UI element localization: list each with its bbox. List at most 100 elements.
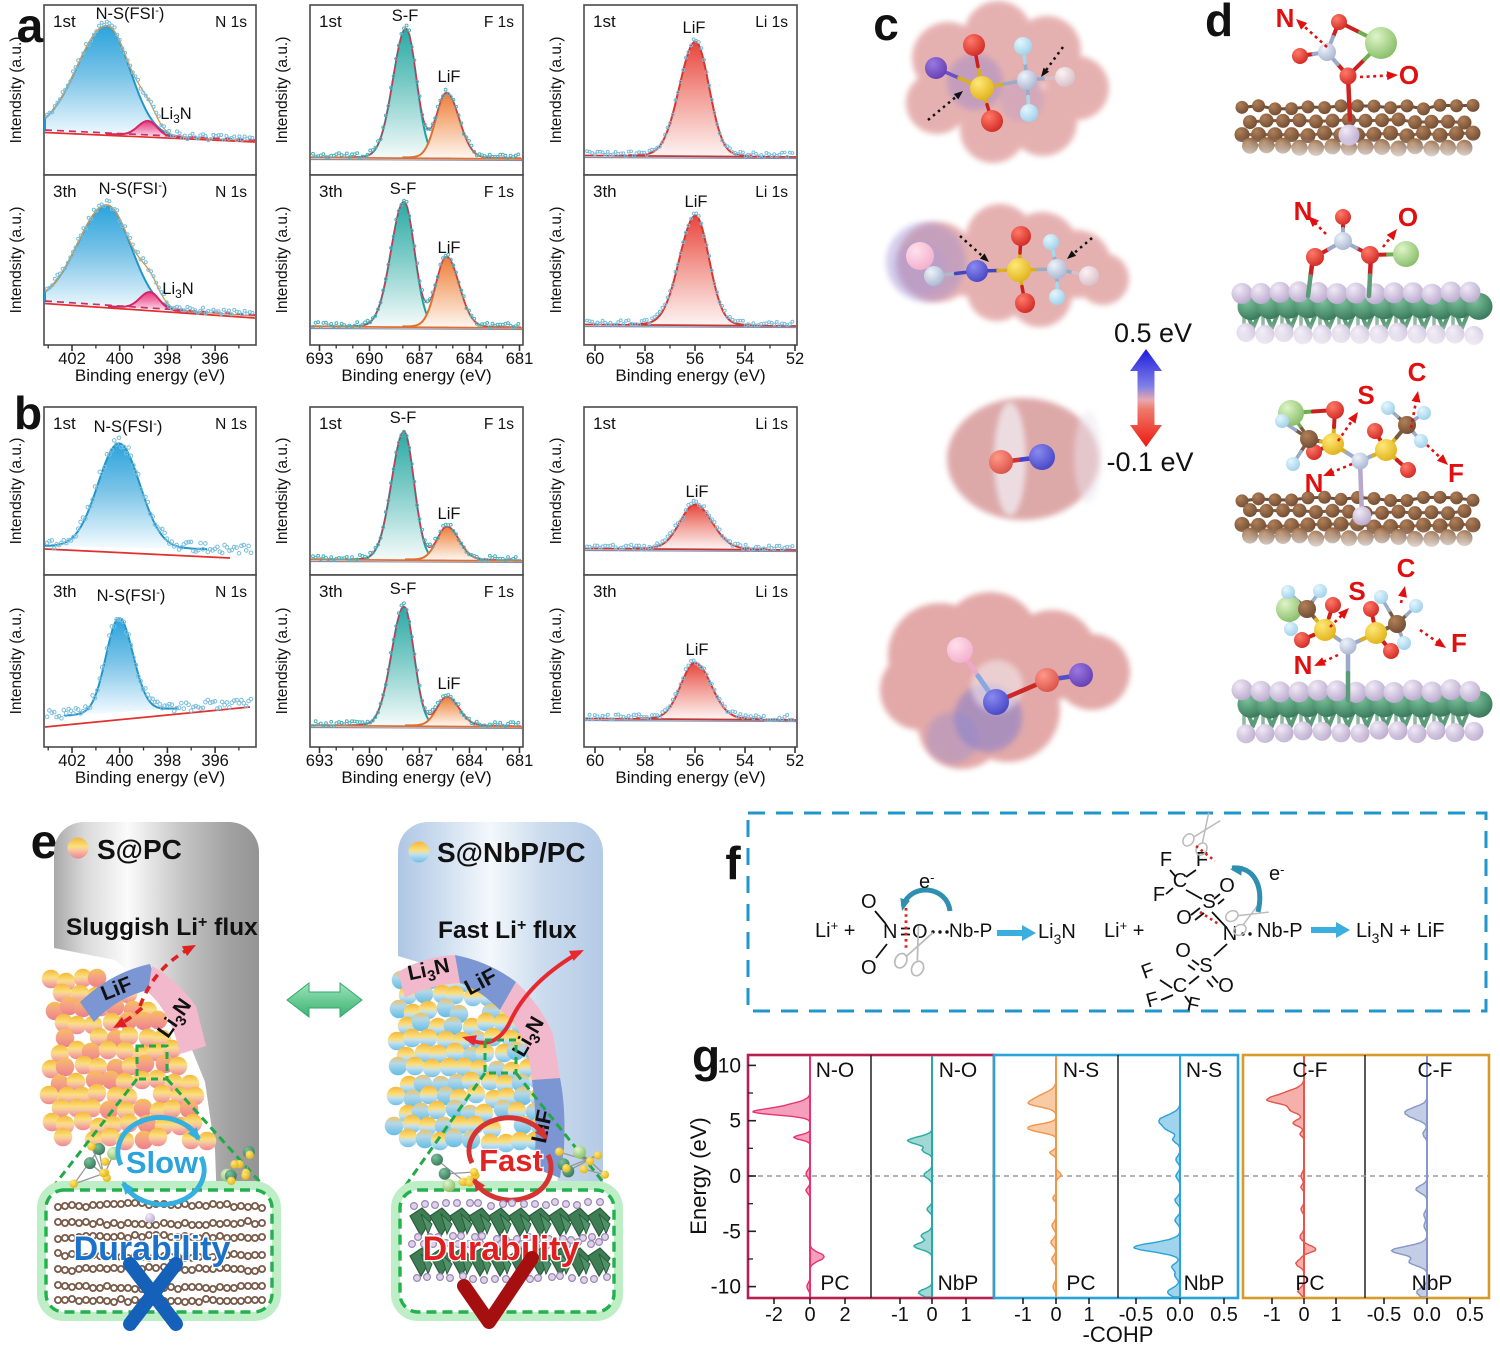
svg-text:S@NbP/PC: S@NbP/PC [437, 837, 586, 868]
svg-text:O: O [1219, 875, 1235, 897]
svg-text:N-S(FSI-): N-S(FSI-) [99, 180, 168, 198]
svg-text:e: e [31, 816, 58, 869]
svg-text:O: O [1398, 202, 1418, 232]
svg-text:Binding energy (eV): Binding energy (eV) [341, 768, 491, 787]
svg-text:Intendsity (a.u.): Intendsity (a.u.) [548, 608, 565, 715]
svg-text:F: F [1196, 849, 1208, 871]
svg-text:1: 1 [960, 1304, 971, 1326]
svg-text:F 1s: F 1s [484, 14, 514, 31]
svg-text:Intendsity (a.u.): Intendsity (a.u.) [274, 438, 291, 545]
svg-text:C: C [1408, 357, 1427, 387]
svg-text:O: O [1399, 60, 1419, 90]
svg-text:N: N [1294, 196, 1313, 226]
svg-text:52: 52 [786, 350, 804, 368]
svg-text:NbP: NbP [1184, 1272, 1225, 1295]
svg-text:g: g [692, 1030, 720, 1082]
svg-text:S-F: S-F [390, 580, 417, 598]
svg-text:681: 681 [506, 350, 534, 368]
svg-text:O: O [1218, 975, 1234, 997]
svg-text:S: S [1199, 955, 1212, 977]
svg-text:-0.5: -0.5 [1367, 1304, 1401, 1326]
svg-text:0.5 eV: 0.5 eV [1114, 318, 1192, 348]
svg-text:Sluggish Li+ flux: Sluggish Li+ flux [66, 914, 258, 941]
svg-text:693: 693 [306, 350, 334, 368]
svg-text:-10: -10 [711, 1276, 741, 1299]
svg-text:3th: 3th [319, 182, 343, 201]
svg-text:N 1s: N 1s [215, 584, 247, 601]
svg-text:Durability: Durability [423, 1230, 580, 1268]
svg-text:Intendsity (a.u.): Intendsity (a.u.) [8, 207, 25, 314]
svg-text:Intendsity (a.u.): Intendsity (a.u.) [274, 608, 291, 715]
svg-text:0.0: 0.0 [1166, 1304, 1194, 1326]
svg-text:-2: -2 [765, 1304, 783, 1326]
svg-text:Li 1s: Li 1s [755, 416, 788, 433]
svg-text:N-S(FSI-): N-S(FSI-) [97, 587, 166, 605]
svg-text:Binding energy (eV): Binding energy (eV) [75, 366, 225, 385]
svg-text:Nb-P: Nb-P [1257, 920, 1303, 942]
svg-text:0: 0 [729, 1165, 741, 1188]
svg-text:Intendsity (a.u.): Intendsity (a.u.) [8, 608, 25, 715]
svg-text:0: 0 [1298, 1304, 1309, 1326]
svg-text:PC: PC [820, 1272, 849, 1295]
svg-text:1st: 1st [319, 414, 342, 433]
svg-text:LiF: LiF [686, 483, 709, 501]
svg-text:60: 60 [586, 350, 604, 368]
svg-text:681: 681 [506, 752, 534, 770]
svg-text:1st: 1st [593, 414, 616, 433]
svg-text:C-F: C-F [1293, 1059, 1328, 1082]
svg-text:-1: -1 [891, 1304, 909, 1326]
svg-text:F: F [1153, 884, 1165, 906]
svg-text:S: S [1357, 380, 1374, 410]
svg-text:Energy (eV): Energy (eV) [686, 1117, 711, 1234]
svg-text:Binding energy (eV): Binding energy (eV) [75, 768, 225, 787]
svg-text:f: f [725, 837, 741, 889]
svg-text:N-S: N-S [1186, 1059, 1222, 1082]
svg-text:N-S: N-S [1063, 1059, 1099, 1082]
svg-text:F 1s: F 1s [484, 416, 514, 433]
svg-text:LiF: LiF [686, 641, 709, 659]
svg-text:N-S(FSI-): N-S(FSI-) [96, 5, 165, 23]
svg-text:Intendsity (a.u.): Intendsity (a.u.) [274, 207, 291, 314]
svg-text:S-F: S-F [392, 7, 419, 25]
svg-text:1: 1 [1330, 1304, 1341, 1326]
svg-text:Nb-P: Nb-P [949, 921, 992, 942]
svg-text:N-O: N-O [939, 1059, 978, 1082]
svg-text:F: F [1160, 849, 1172, 871]
svg-text:1st: 1st [319, 12, 342, 31]
svg-text:N: N [1276, 3, 1295, 33]
svg-text:-COHP: -COHP [1083, 1322, 1154, 1345]
svg-text:3th: 3th [593, 182, 617, 201]
svg-text:Binding energy (eV): Binding energy (eV) [615, 366, 765, 385]
svg-text:Intendsity (a.u.): Intendsity (a.u.) [274, 37, 291, 144]
svg-text:S@PC: S@PC [97, 834, 182, 865]
svg-text:C-F: C-F [1418, 1059, 1453, 1082]
svg-text:2: 2 [839, 1304, 850, 1326]
svg-text:S-F: S-F [390, 409, 417, 427]
svg-text:Intendsity (a.u.): Intendsity (a.u.) [8, 37, 25, 144]
svg-text:O: O [861, 891, 877, 913]
svg-text:b: b [14, 387, 42, 439]
svg-text:1st: 1st [53, 414, 76, 433]
svg-text:52: 52 [786, 752, 804, 770]
svg-text:c: c [873, 0, 899, 50]
svg-text:PC: PC [1295, 1272, 1324, 1295]
svg-text:Li 1s: Li 1s [755, 584, 788, 601]
svg-text:-1: -1 [1263, 1304, 1281, 1326]
svg-text:693: 693 [306, 752, 334, 770]
svg-text:LiF: LiF [438, 505, 461, 523]
svg-text:N 1s: N 1s [215, 416, 247, 433]
svg-text:Fast Li+ flux: Fast Li+ flux [438, 917, 577, 944]
svg-text:O: O [1176, 907, 1192, 929]
svg-text:1st: 1st [593, 12, 616, 31]
svg-text:Li 1s: Li 1s [755, 184, 788, 201]
svg-text:O: O [861, 957, 877, 979]
svg-text:Intendsity (a.u.): Intendsity (a.u.) [548, 207, 565, 314]
svg-text:LiF: LiF [683, 19, 706, 37]
svg-text:Fast: Fast [479, 1143, 543, 1178]
svg-text:LiF: LiF [438, 239, 461, 257]
svg-text:3th: 3th [53, 182, 77, 201]
svg-text:-1: -1 [1014, 1304, 1032, 1326]
svg-text:60: 60 [586, 752, 604, 770]
svg-text:F: F [1448, 458, 1464, 488]
svg-text:0.0: 0.0 [1413, 1304, 1441, 1326]
